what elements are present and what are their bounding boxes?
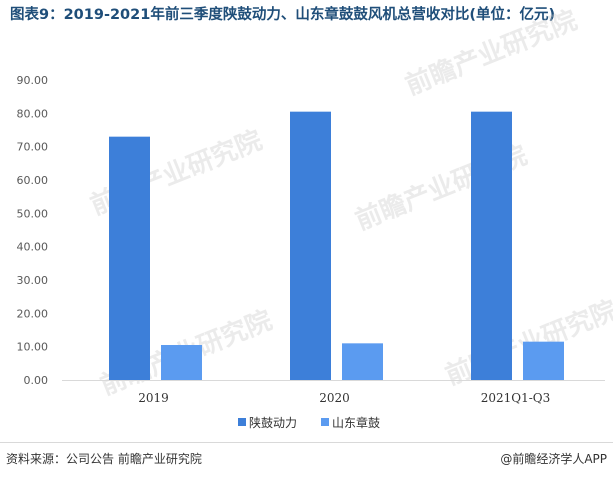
footer-divider [0,442,613,443]
x-tick-label: 2021Q1-Q3 [481,391,551,405]
y-tick-label: 90.00 [17,74,49,87]
bars-layer [109,111,564,381]
y-tick-label: 10.00 [17,341,49,354]
y-tick-label: 50.00 [17,207,49,220]
legend: 陕鼓动力 山东章鼓 [238,415,380,430]
y-tick-label: 0.00 [24,374,49,387]
bar-series1 [290,111,331,381]
bar-series2 [523,341,564,380]
bar-series2 [161,345,202,380]
legend-label: 陕鼓动力 [249,415,297,430]
brand-credit: @前瞻经济学人APP [500,452,607,466]
bar-series1 [471,111,512,381]
y-tick-label: 70.00 [17,141,49,154]
watermark-text: 前瞻产业研究院 [401,5,581,102]
source-note: 资料来源：公司公告 前瞻产业研究院 [6,452,202,466]
y-axis: 0.00 10.00 20.00 30.00 40.00 50.00 60.00 70.00 8… [17,74,49,387]
y-tick-label: 30.00 [17,274,49,287]
y-tick-label: 80.00 [17,107,49,120]
x-tick-label: 2019 [138,391,169,405]
y-tick-label: 20.00 [17,307,49,320]
bar-series2 [342,343,383,380]
x-tick-label: 2020 [319,391,350,405]
x-axis-labels: 2019 2020 2021Q1-Q3 [138,391,550,405]
bar-series1 [109,136,150,380]
bar-chart: 前瞻产业研究院前瞻产业研究院前瞻产业研究院前瞻产业研究院前瞻产业研究院 0.00… [17,5,613,430]
legend-swatch [238,418,246,426]
legend-swatch [321,418,329,426]
legend-label: 山东章鼓 [332,415,380,430]
y-tick-label: 40.00 [17,241,49,254]
chart-title: 图表9：2019-2021年前三季度陕鼓动力、山东章鼓鼓风机总营收对比(单位：亿… [10,7,556,23]
y-tick-label: 60.00 [17,174,49,187]
